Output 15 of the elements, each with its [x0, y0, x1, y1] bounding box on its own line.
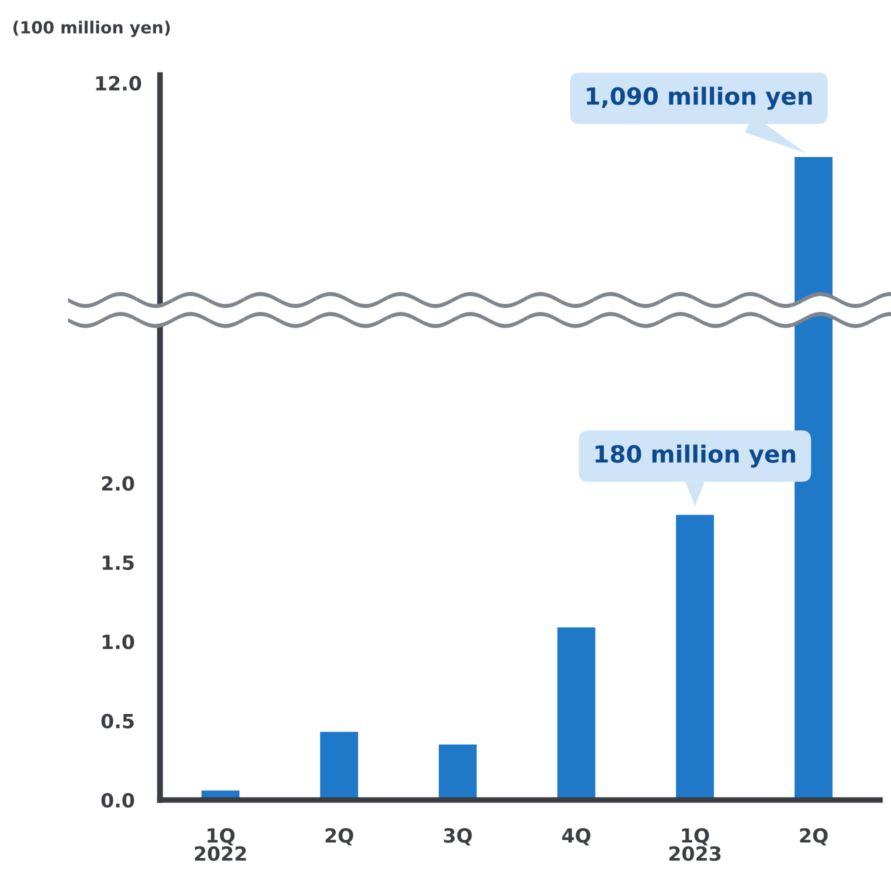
y-tick-label: 2.0 — [102, 476, 134, 491]
x-tick-label: 1Q 2022 — [194, 828, 246, 861]
x-tick-label: 4Q — [562, 828, 590, 846]
y-axis-title: (100 million yen) — [13, 20, 170, 37]
y-tick-label: 1.5 — [102, 556, 134, 570]
text: 1,090 million yen — [586, 86, 812, 110]
y-tick-label: 1.0 — [102, 634, 134, 650]
y-tick-label: 0.0 — [101, 792, 134, 808]
text: 12.0 — [96, 76, 142, 91]
x-tick-label: 3Q — [444, 828, 472, 846]
x-tick-label: 1Q 2023 — [669, 828, 720, 861]
y-tick-label: 0.5 — [101, 714, 134, 728]
annotation: 180 million yen — [596, 444, 796, 468]
x-tick-label: 2Q — [800, 828, 828, 846]
x-tick-label: 2Q — [326, 828, 354, 846]
